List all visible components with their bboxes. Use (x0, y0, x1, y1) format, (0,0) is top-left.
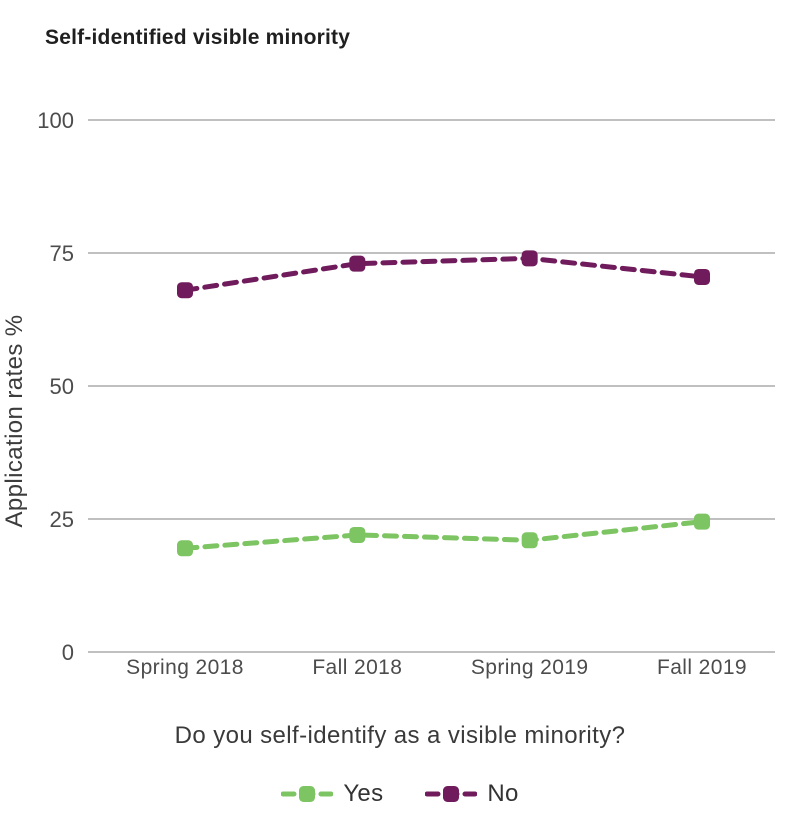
legend-no-label: No (487, 780, 519, 807)
data-point-marker-yes (694, 513, 710, 530)
y-tick-label: 100 (37, 108, 74, 133)
data-point-marker-yes (349, 526, 366, 543)
x-axis-label: Fall 2019 (657, 656, 747, 679)
x-axis-label: Spring 2019 (471, 656, 589, 679)
x-axis-label: Spring 2018 (126, 656, 244, 679)
data-point-marker-no (177, 282, 193, 299)
y-tick-label: 25 (50, 507, 74, 532)
legend-item-yes: Yes (281, 780, 383, 808)
chart-plot: 0 25 50 75 100 Spring 2018 Fall 2018 Spring 201… (1, 108, 775, 679)
series-line-yes (182, 519, 705, 551)
chart-legend: Yes No (0, 780, 800, 808)
data-point-marker-no (349, 255, 366, 272)
legend-item-no: No (425, 780, 518, 808)
legend-marker (299, 786, 316, 802)
legend-question: Do you self-identify as a visible minori… (174, 722, 626, 749)
y-tick-label: 50 (50, 374, 74, 399)
y-tick-label: 0 (62, 640, 74, 665)
data-point-marker-yes (177, 540, 193, 557)
x-axis-label: Fall 2018 (312, 656, 402, 679)
series-line-no (182, 255, 705, 293)
data-point-marker-no (521, 250, 538, 267)
y-tick-label: 75 (50, 241, 74, 266)
data-point-marker-yes (521, 532, 538, 549)
chart-title: Self-identified visible minority (45, 26, 351, 49)
data-point-marker-no (694, 268, 710, 285)
legend-yes-label: Yes (343, 780, 384, 807)
legend-no-line-icon (425, 786, 478, 802)
legend-marker (443, 786, 460, 802)
legend-yes-line-icon (281, 786, 334, 802)
y-axis-title: Application rates % (1, 314, 28, 527)
